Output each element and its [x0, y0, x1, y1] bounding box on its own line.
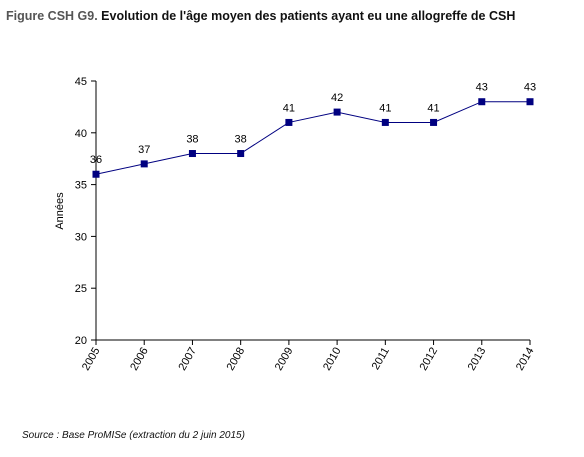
data-label: 41	[283, 102, 295, 114]
data-point	[478, 98, 486, 106]
data-point	[526, 98, 534, 106]
x-tick-label: 2012	[418, 346, 441, 373]
data-label: 43	[524, 82, 536, 94]
y-tick-label: 45	[75, 76, 87, 88]
data-point	[285, 118, 293, 126]
data-label: 38	[186, 134, 198, 146]
x-tick-label: 2011	[370, 346, 392, 372]
data-point	[140, 160, 148, 168]
chart-title: Figure CSH G9. Evolution de l'âge moyen …	[6, 9, 515, 23]
data-point	[430, 118, 438, 126]
data-label: 36	[90, 154, 102, 166]
figure-number: Figure CSH G9.	[6, 9, 98, 23]
data-points	[92, 98, 534, 178]
figure-title: Evolution de l'âge moyen des patients ay…	[101, 9, 516, 23]
data-point	[381, 118, 389, 126]
data-label: 41	[427, 102, 439, 114]
data-labels: 36 37 38 38 41 42 41 41 43 43	[90, 82, 536, 167]
data-label: 37	[138, 144, 150, 156]
data-point	[333, 108, 341, 116]
series-line	[95, 101, 530, 175]
x-tick-label: 2013	[466, 346, 489, 373]
y-tick-label: 25	[75, 283, 87, 295]
y-axis-label: Années	[54, 192, 66, 230]
data-label: 38	[235, 134, 247, 146]
x-tick-label: 2005	[80, 346, 103, 373]
data-label: 43	[476, 82, 488, 94]
data-point	[188, 150, 196, 158]
y-tick-label: 20	[75, 335, 87, 347]
y-tick-label: 30	[75, 231, 87, 243]
x-tick-label: 2014	[514, 346, 537, 373]
x-tick-label: 2008	[225, 346, 248, 373]
x-tick-label: 2009	[273, 346, 296, 373]
x-tick-label: 2006	[128, 346, 151, 373]
chart-axes	[91, 80, 531, 345]
tick-labels: 20 25 30 35 40 45 2005 2006 2007 2008 2009 2010 2011…	[75, 76, 537, 373]
data-label: 41	[379, 102, 391, 114]
data-point	[237, 150, 245, 158]
data-point	[92, 170, 100, 178]
y-tick-label: 35	[75, 180, 87, 192]
data-label: 42	[331, 92, 343, 104]
y-tick-label: 40	[75, 128, 87, 140]
series-polyline	[95, 101, 530, 175]
x-tick-label: 2010	[321, 346, 344, 373]
x-tick-label: 2007	[176, 346, 199, 373]
source-note: Source : Base ProMISe (extraction du 2 j…	[22, 430, 245, 441]
